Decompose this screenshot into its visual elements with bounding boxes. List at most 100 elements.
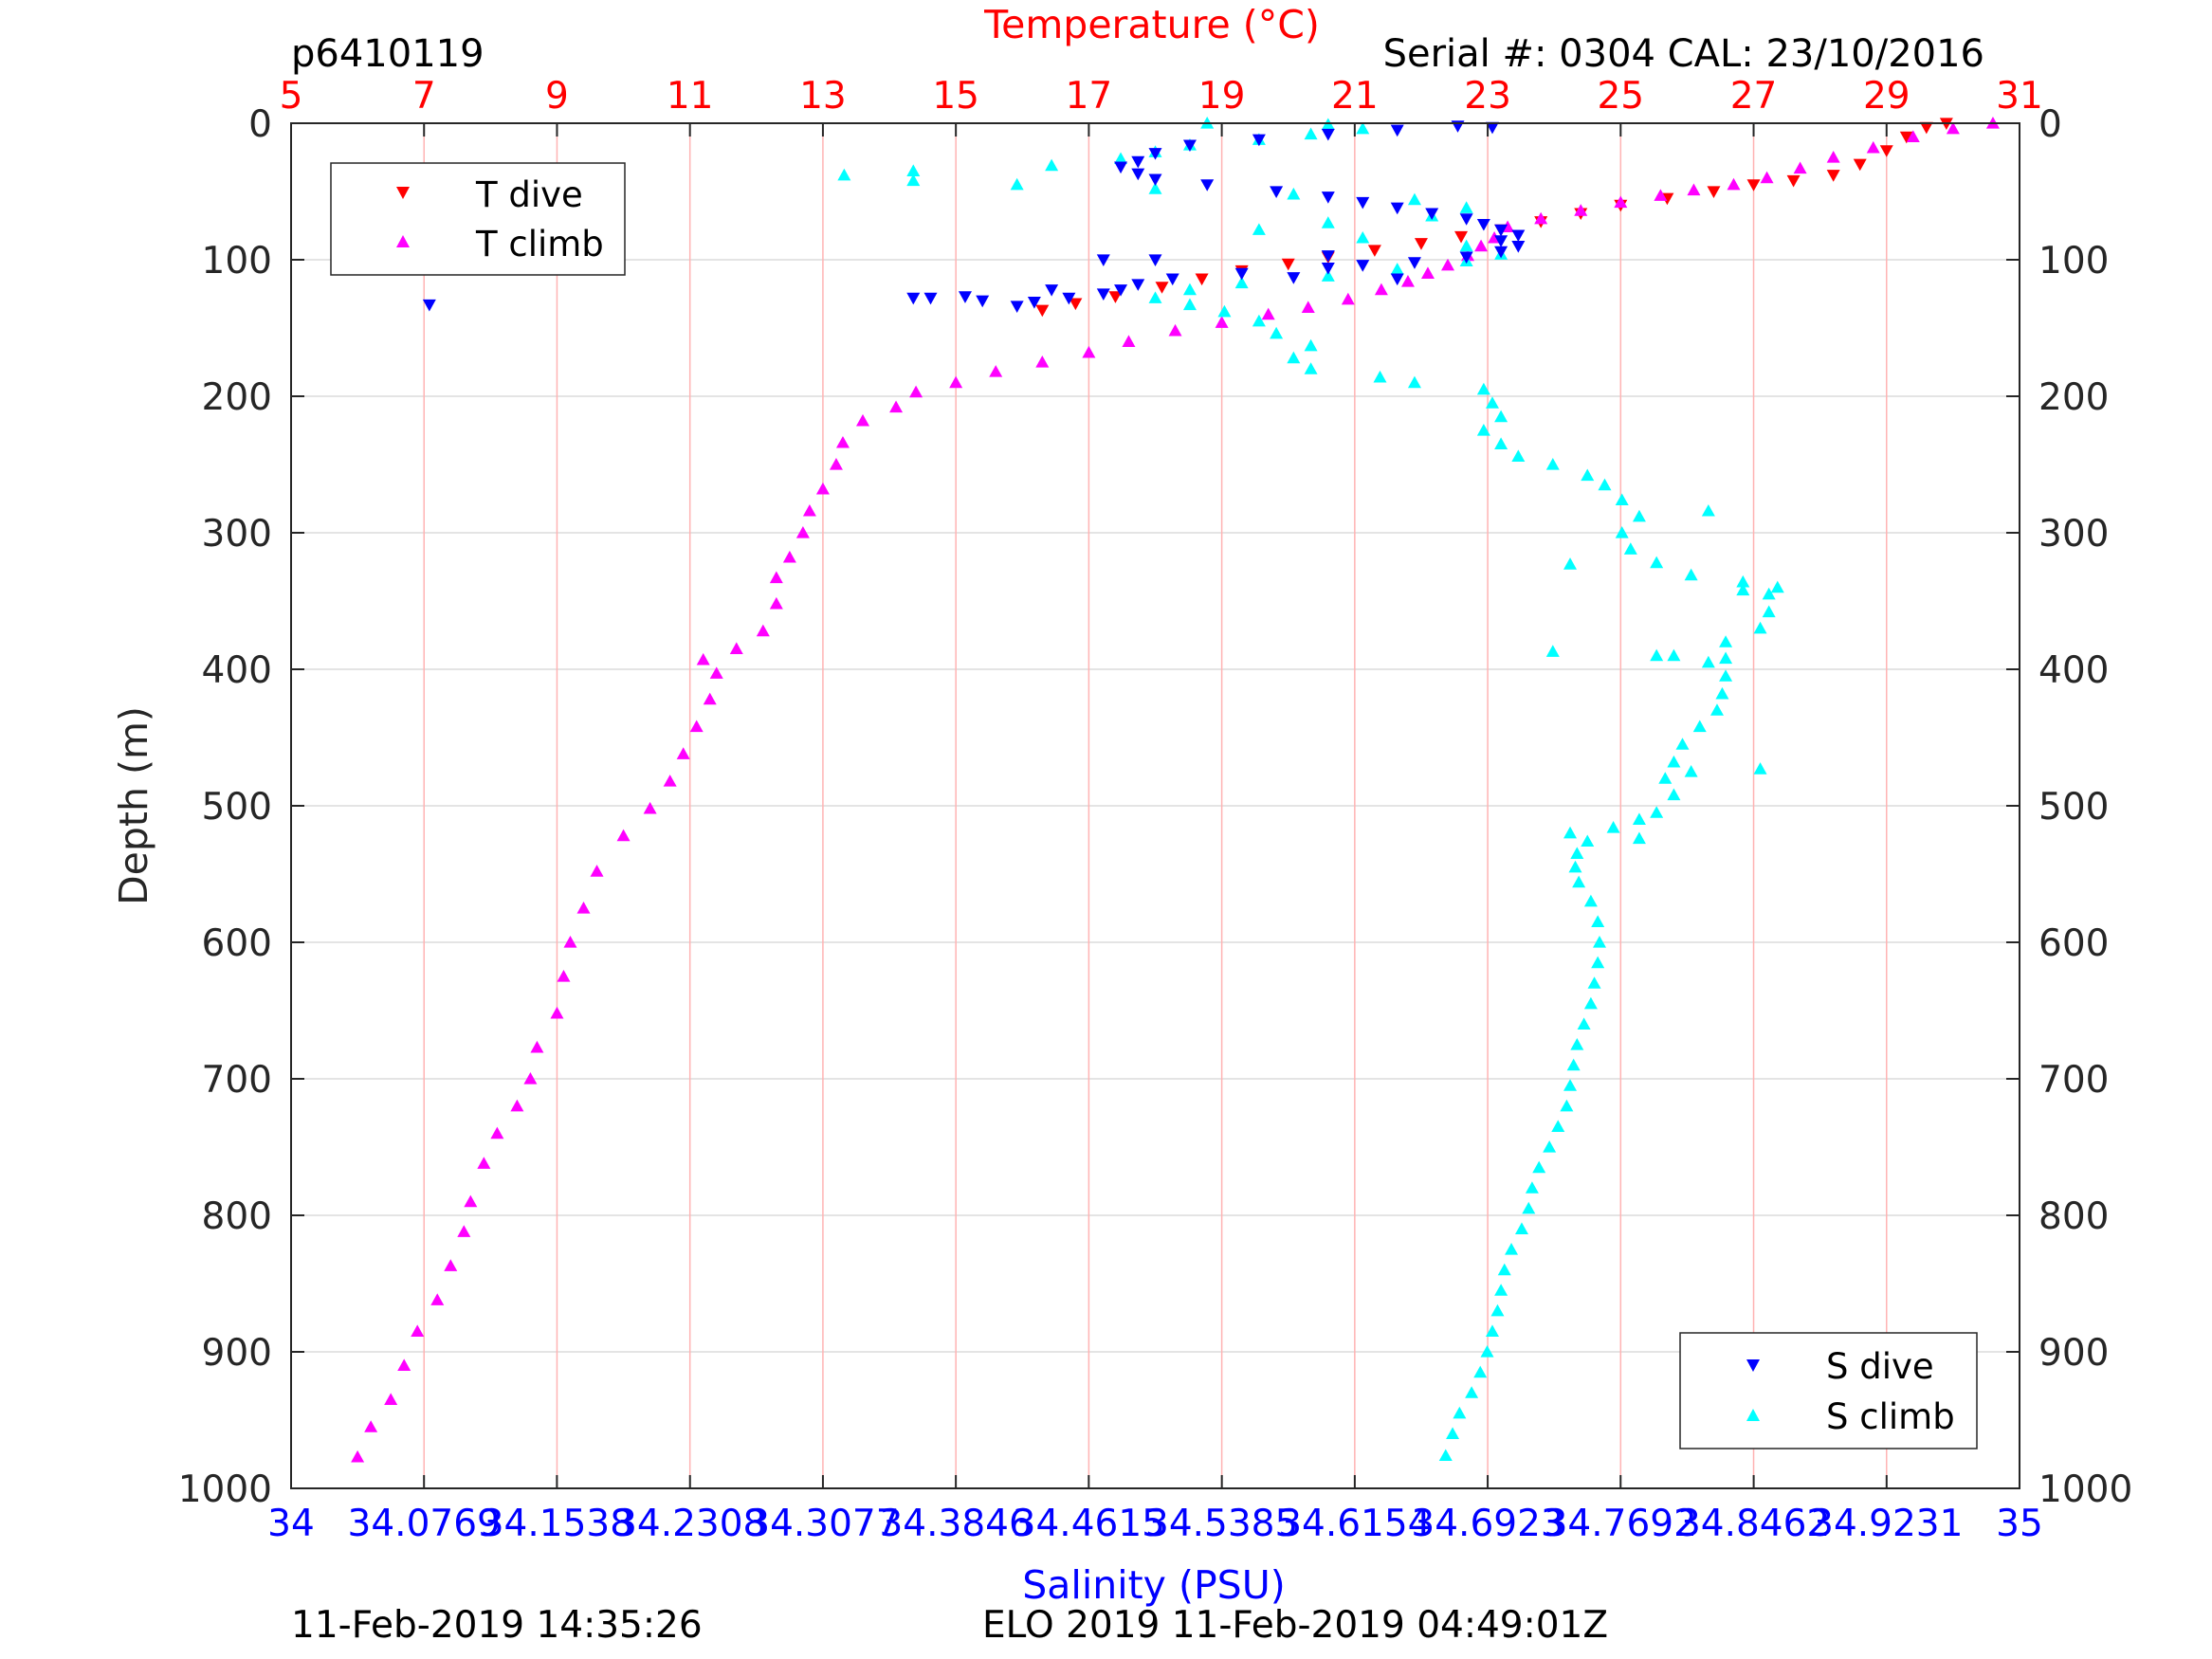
data-point-s-climb bbox=[1480, 1345, 1494, 1358]
depth-tick-label-left: 600 bbox=[202, 922, 272, 965]
data-point-s-climb bbox=[1373, 370, 1387, 383]
depth-tick-label-left: 500 bbox=[202, 786, 272, 829]
data-point-s-climb bbox=[1490, 1304, 1505, 1317]
depth-tick-label-left: 200 bbox=[202, 376, 272, 419]
data-point-t-climb bbox=[444, 1259, 458, 1271]
data-point-s-dive bbox=[1165, 273, 1179, 286]
data-point-t-dive bbox=[1786, 174, 1801, 188]
data-point-s-climb bbox=[1532, 1160, 1546, 1174]
data-point-s-dive bbox=[1148, 254, 1162, 266]
temperature-tick-label: 17 bbox=[1066, 75, 1113, 118]
data-point-s-climb bbox=[1692, 720, 1707, 733]
data-point-s-climb bbox=[1632, 831, 1646, 845]
data-point-s-climb bbox=[1485, 396, 1499, 409]
salinity-tick-label: 34.9231 bbox=[1810, 1503, 1963, 1545]
data-point-s-climb bbox=[1615, 526, 1629, 538]
data-point-s-dive bbox=[1148, 148, 1162, 160]
legend-marker-s-climb bbox=[1746, 1409, 1760, 1421]
data-point-t-climb bbox=[889, 400, 904, 413]
data-point-t-dive bbox=[1195, 273, 1209, 286]
legend-marker-t-dive bbox=[396, 187, 410, 199]
data-point-s-climb bbox=[837, 168, 851, 181]
data-point-t-climb bbox=[1215, 316, 1229, 328]
data-point-s-climb bbox=[1701, 655, 1715, 668]
data-point-s-climb bbox=[906, 164, 921, 176]
data-point-t-climb bbox=[829, 458, 843, 470]
depth-tick-label-right: 600 bbox=[2038, 922, 2109, 965]
data-point-s-climb bbox=[1304, 127, 1318, 140]
data-point-s-climb bbox=[1465, 1386, 1479, 1398]
data-point-s-climb bbox=[906, 173, 921, 187]
data-point-s-climb bbox=[1715, 686, 1729, 700]
data-point-t-climb bbox=[1168, 323, 1182, 337]
data-point-t-climb bbox=[643, 801, 657, 814]
depth-tick-label-right: 200 bbox=[2038, 376, 2109, 419]
data-point-s-climb bbox=[1217, 304, 1232, 318]
data-point-s-climb bbox=[1270, 326, 1284, 339]
data-point-t-climb bbox=[949, 375, 963, 389]
data-point-t-dive bbox=[1746, 179, 1761, 191]
data-point-s-climb bbox=[1525, 1181, 1539, 1194]
data-point-s-climb bbox=[1514, 1222, 1528, 1234]
data-point-s-climb bbox=[1583, 996, 1598, 1010]
salinity-tick-label: 34.8462 bbox=[1677, 1503, 1830, 1545]
data-point-t-climb bbox=[1614, 195, 1628, 209]
data-point-s-dive bbox=[1390, 273, 1404, 286]
data-point-s-climb bbox=[1560, 1099, 1574, 1112]
depth-tick-label-right: 400 bbox=[2038, 649, 2109, 692]
data-point-s-climb bbox=[1762, 587, 1776, 600]
data-point-s-dive bbox=[1010, 301, 1024, 313]
data-point-t-dive bbox=[1826, 170, 1840, 182]
data-point-s-climb bbox=[1762, 605, 1776, 618]
data-point-t-climb bbox=[550, 1006, 564, 1019]
data-point-s-dive bbox=[1494, 246, 1508, 259]
data-point-s-dive bbox=[1494, 235, 1508, 247]
data-point-s-climb bbox=[1591, 956, 1605, 969]
data-point-s-climb bbox=[1545, 458, 1560, 470]
data-point-s-climb bbox=[1701, 503, 1715, 517]
data-point-s-dive bbox=[1096, 288, 1110, 301]
data-point-s-climb bbox=[1497, 1263, 1511, 1276]
data-point-t-climb bbox=[815, 482, 830, 495]
data-point-s-dive bbox=[1131, 168, 1145, 181]
data-point-s-dive bbox=[1485, 121, 1499, 135]
data-point-t-climb bbox=[523, 1072, 538, 1085]
data-point-t-climb bbox=[590, 865, 604, 877]
data-point-s-climb bbox=[1770, 580, 1784, 593]
footer-timestamp: 11-Feb-2019 14:35:26 bbox=[291, 1604, 703, 1647]
data-point-s-climb bbox=[1287, 187, 1301, 200]
data-point-s-climb bbox=[1753, 762, 1767, 775]
data-point-s-climb bbox=[1287, 351, 1301, 364]
data-point-t-climb bbox=[530, 1040, 544, 1053]
data-point-s-dive bbox=[1270, 186, 1284, 198]
data-point-t-climb bbox=[1534, 211, 1548, 225]
data-point-s-dive bbox=[1321, 250, 1335, 263]
temperature-tick-label: 13 bbox=[799, 75, 847, 118]
data-point-t-climb bbox=[1082, 345, 1096, 358]
data-point-t-dive bbox=[1454, 230, 1469, 244]
temperature-tick-label: 25 bbox=[1597, 75, 1644, 118]
data-point-t-climb bbox=[696, 652, 710, 665]
data-point-s-climb bbox=[1453, 1406, 1467, 1419]
data-point-t-climb bbox=[411, 1324, 425, 1337]
data-point-t-climb bbox=[384, 1393, 398, 1405]
temperature-legend: T dive T climb bbox=[330, 162, 626, 276]
data-point-s-climb bbox=[1252, 314, 1266, 327]
legend-label-t-climb: T climb bbox=[475, 224, 604, 264]
data-point-s-dive bbox=[1356, 260, 1370, 272]
data-point-s-climb bbox=[1587, 976, 1601, 989]
legend-label-s-climb: S climb bbox=[1826, 1396, 1955, 1437]
data-point-t-dive bbox=[1853, 158, 1867, 172]
data-point-s-climb bbox=[1476, 382, 1490, 395]
data-point-s-climb bbox=[1494, 410, 1508, 423]
data-point-s-climb bbox=[1667, 788, 1681, 801]
data-point-s-climb bbox=[1632, 509, 1646, 522]
legend-label-s-dive: S dive bbox=[1826, 1346, 1934, 1387]
temperature-tick-label: 15 bbox=[932, 75, 979, 118]
data-point-s-dive bbox=[1390, 202, 1404, 215]
data-point-s-climb bbox=[1511, 449, 1526, 462]
data-point-t-climb bbox=[703, 692, 717, 705]
depth-axis-ticks-right: 0 100 200 300 400 500 600 700 800 900 1000 bbox=[2006, 103, 2132, 1511]
temperature-axis-ticks: 5 7 9 11 13 15 17 19 21 23 25 27 29 31 bbox=[280, 75, 2043, 137]
data-point-s-climb bbox=[1304, 338, 1318, 352]
